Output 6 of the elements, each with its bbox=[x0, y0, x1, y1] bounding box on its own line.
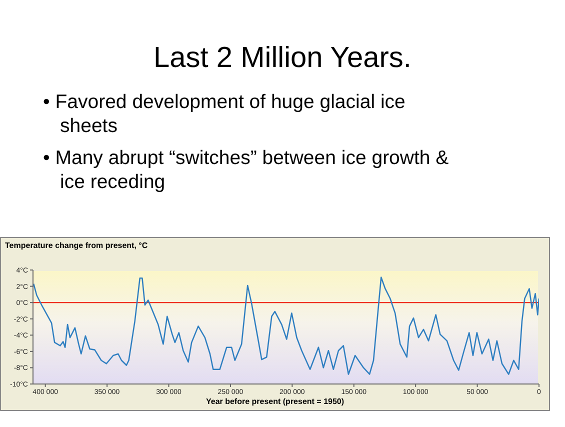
text: • Many abrupt “switches” between ice growth & ice receding bbox=[43, 146, 450, 194]
x-axis-title: Year before present (present = 1950) bbox=[204, 397, 346, 406]
chart-title: Last 2 Million Years. bbox=[152, 42, 412, 75]
text: • Favored development of huge glacial ice sheets bbox=[43, 90, 406, 138]
y-axis-title: Temperature change from present, °C bbox=[5, 241, 148, 250]
line-series bbox=[33, 276, 539, 375]
